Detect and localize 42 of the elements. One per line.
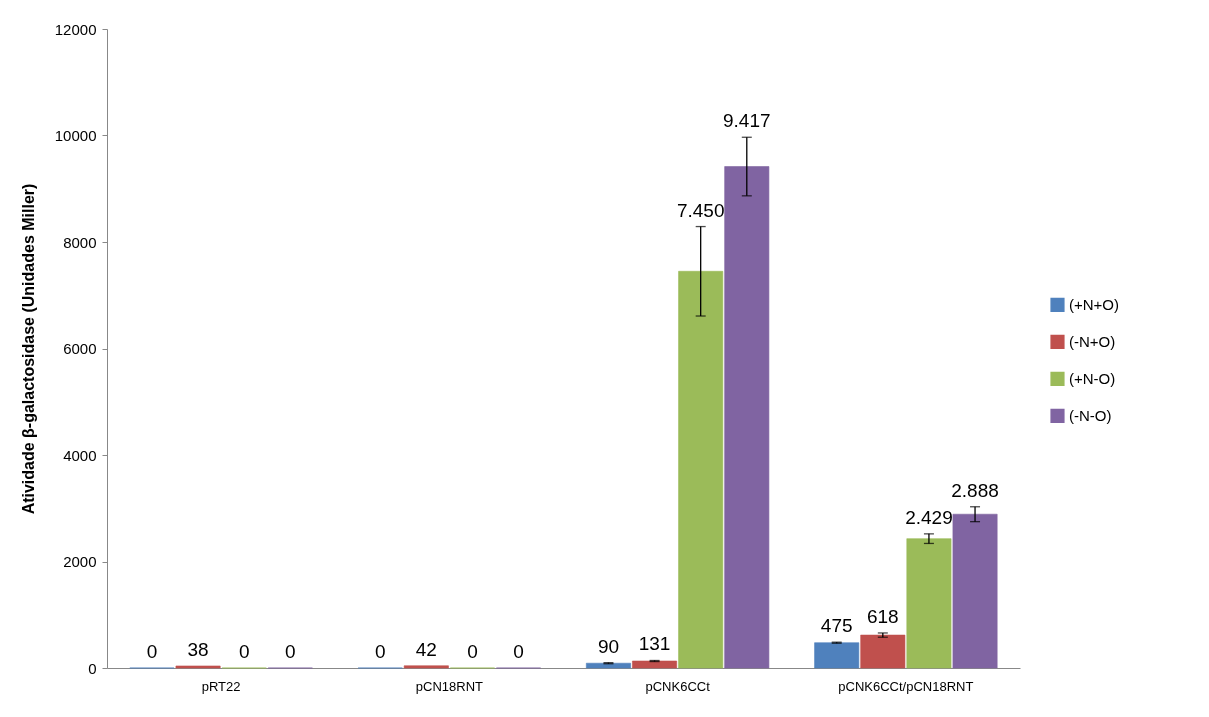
data-label: 42 (415, 638, 437, 660)
bar (175, 665, 221, 669)
bar (906, 538, 952, 669)
data-label: 131 (638, 633, 671, 655)
y-axis-title: Atividade β-galactosidase (Unidades Miller) (19, 183, 37, 515)
data-label: 7.450 (676, 199, 725, 221)
bar (724, 166, 770, 669)
data-label: 9.417 (723, 110, 771, 132)
bar (860, 634, 906, 669)
y-tick-label: 10000 (54, 127, 97, 144)
bar (631, 660, 678, 669)
y-tick-label: 8000 (63, 233, 97, 251)
data-label: 0 (146, 641, 158, 662)
data-label: 0 (467, 641, 478, 662)
x-tick-label: pCNK6CCt/pCN18RNT (838, 678, 974, 694)
data-label: 0 (285, 641, 296, 662)
data-label: 2.888 (951, 479, 999, 501)
legend-label: (-N-O) (1069, 406, 1112, 424)
y-tick-label: 0 (88, 659, 97, 677)
x-tick-label: pRT22 (201, 678, 241, 694)
y-tick-label: 4000 (63, 446, 97, 464)
y-tick-label: 2000 (63, 553, 97, 570)
y-tick-label: 12000 (54, 20, 97, 38)
y-tick-label: 6000 (63, 340, 97, 357)
bar (814, 642, 860, 669)
bar (678, 270, 724, 669)
legend-label: (-N+O) (1069, 332, 1116, 350)
data-label: 618 (866, 605, 899, 627)
data-label: 0 (374, 641, 386, 662)
legend-label: (+N-O) (1069, 369, 1116, 387)
x-tick-label: pCN18RNT (415, 678, 484, 694)
data-label: 475 (820, 615, 853, 637)
legend-label: (+N+O) (1069, 295, 1120, 313)
data-label: 38 (187, 638, 209, 660)
data-label: 2.429 (905, 506, 953, 528)
x-tick-label: pCNK6CCt (645, 678, 711, 694)
data-label: 0 (513, 641, 524, 662)
bar (403, 665, 449, 669)
data-label: 90 (597, 635, 620, 657)
data-label: 0 (238, 641, 250, 662)
bar (952, 513, 998, 669)
bar (585, 662, 632, 669)
